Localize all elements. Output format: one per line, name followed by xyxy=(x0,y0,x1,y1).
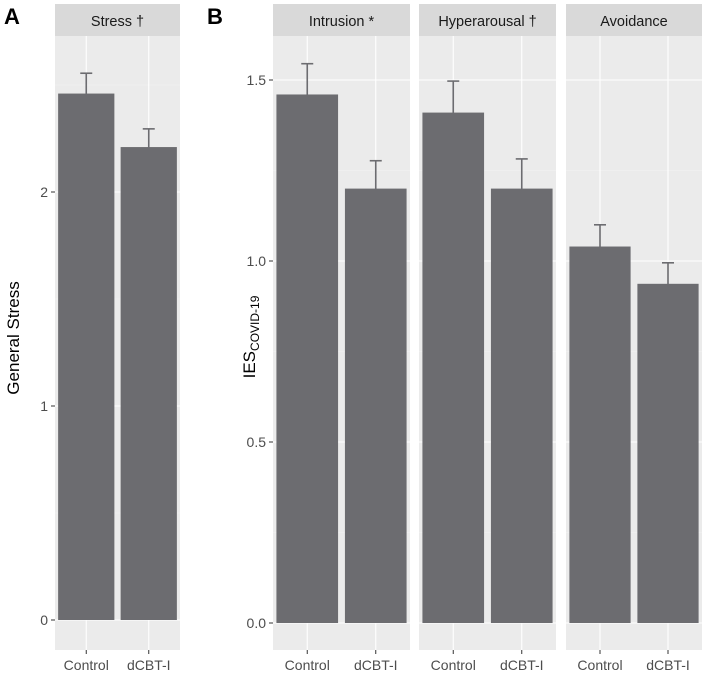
x-tick-label: Control xyxy=(64,657,109,673)
y-tick-label: 1.5 xyxy=(247,72,267,88)
x-tick-label: dCBT-I xyxy=(500,657,544,673)
y-tick-label: 1.0 xyxy=(247,253,267,269)
y-axis-title-ies: IESCOVID-19 xyxy=(240,295,262,378)
panel-letter-b: B xyxy=(207,4,223,29)
y-axis-title-stress: General Stress xyxy=(4,281,23,394)
bar-control xyxy=(422,112,485,623)
facet-strip xyxy=(273,4,410,36)
x-tick-label: Control xyxy=(285,657,330,673)
y-tick-label: 0 xyxy=(40,612,48,628)
x-tick-label: Control xyxy=(577,657,622,673)
bar-control xyxy=(569,246,631,623)
facet-strip xyxy=(566,4,702,36)
x-tick-label: dCBT-I xyxy=(646,657,690,673)
facet-strip-label: Avoidance xyxy=(600,14,667,30)
facet-0-0: Stress † Control dCBT-I xyxy=(55,4,180,673)
y-axis-title-ies-sub: COVID-19 xyxy=(248,295,262,351)
x-tick-label: Control xyxy=(431,657,476,673)
y-axis-title-ies-main: IES xyxy=(240,351,259,378)
panel-letter-a: A xyxy=(4,4,20,29)
x-tick-label: dCBT-I xyxy=(354,657,398,673)
bar-dcbt-i xyxy=(344,188,407,623)
facet-strip-label: Hyperarousal † xyxy=(438,14,536,30)
facet-strip-label: Intrusion * xyxy=(309,14,375,30)
x-tick-label: dCBT-I xyxy=(127,657,171,673)
bar-control xyxy=(276,94,339,624)
facet-1-1: Hyperarousal † Control dCBT-I xyxy=(419,4,556,673)
bar-dcbt-i xyxy=(490,188,553,623)
facet-strip xyxy=(55,4,180,36)
facet-1-2: Avoidance Control dCBT-I xyxy=(566,4,702,673)
bar-control xyxy=(58,93,115,620)
y-tick-label: 0.5 xyxy=(247,434,267,450)
bar-dcbt-i xyxy=(120,147,177,620)
y-tick-label: 1 xyxy=(40,398,48,414)
facet-1-0: Intrusion * Control dCBT-I xyxy=(273,4,410,673)
bar-dcbt-i xyxy=(637,283,699,623)
y-tick-label: 2 xyxy=(40,184,48,200)
facet-strip-label: Stress † xyxy=(91,14,144,30)
facet-strip xyxy=(419,4,556,36)
y-tick-label: 0.0 xyxy=(247,615,267,631)
